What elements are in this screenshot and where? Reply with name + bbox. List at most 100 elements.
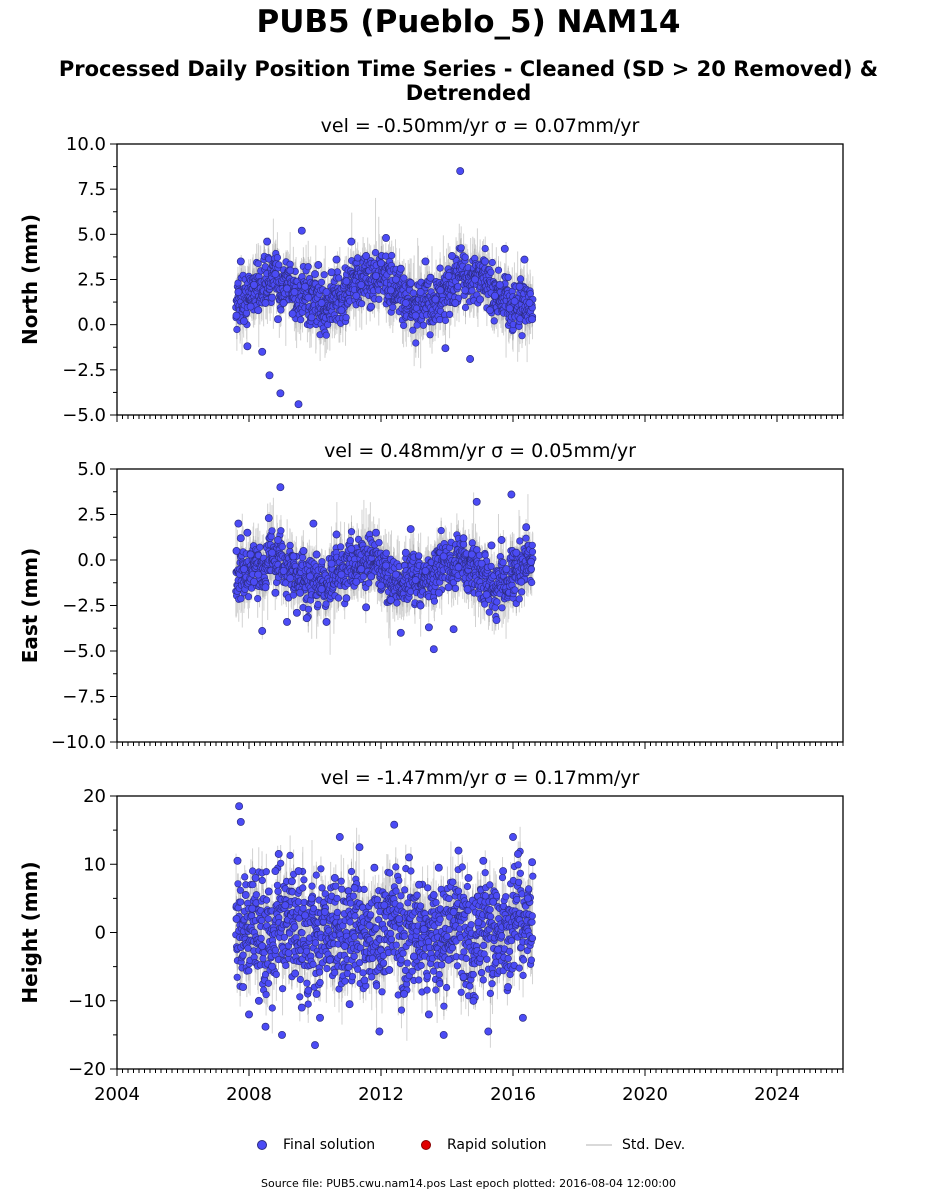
data-point — [317, 299, 326, 307]
data-point — [286, 851, 294, 860]
y-ticks-east — [110, 468, 117, 743]
data-point — [417, 961, 425, 970]
data-point — [360, 976, 369, 985]
data-point — [527, 956, 536, 964]
data-point — [525, 885, 533, 893]
y-tick-label: 7.5 — [77, 179, 106, 200]
data-point — [476, 295, 484, 304]
data-point — [408, 967, 416, 975]
data-point — [294, 400, 303, 409]
data-point — [486, 989, 495, 998]
legend-item-final: Final solution — [257, 1137, 375, 1153]
data-point — [337, 306, 346, 315]
legend-item-sd: Std. Dev. — [586, 1137, 685, 1153]
data-point — [498, 932, 506, 940]
data-point — [286, 541, 294, 550]
data-point — [316, 978, 324, 987]
data-point — [522, 523, 531, 532]
data-point — [410, 952, 418, 961]
legend-item-rapid: Rapid solution — [421, 1137, 547, 1153]
final-cloud-north — [232, 244, 537, 347]
data-point — [469, 996, 478, 1005]
data-point — [400, 274, 408, 282]
data-point — [489, 897, 498, 906]
data-point — [528, 541, 536, 549]
data-point — [439, 1030, 448, 1039]
data-point — [257, 934, 265, 943]
data-point — [264, 915, 272, 923]
data-point — [279, 566, 288, 575]
data-point — [396, 264, 405, 273]
data-point — [268, 548, 277, 557]
data-point — [241, 873, 249, 881]
source-footer: Source file: PUB5.cwu.nam14.pos Last epo… — [261, 1177, 676, 1190]
data-point — [421, 566, 430, 575]
data-point — [444, 271, 453, 280]
legend-label-sd: Std. Dev. — [622, 1137, 686, 1153]
data-point — [461, 286, 470, 295]
data-point — [262, 868, 270, 876]
y-tick-label: −5.0 — [62, 641, 106, 662]
data-point — [350, 952, 358, 960]
data-point — [301, 282, 310, 291]
data-point — [426, 273, 435, 282]
data-point — [365, 921, 374, 930]
data-point — [286, 260, 294, 268]
data-point — [504, 954, 512, 963]
data-point — [412, 339, 420, 347]
data-point — [416, 288, 425, 297]
data-point — [286, 266, 295, 275]
data-point — [245, 967, 253, 975]
data-point — [445, 894, 453, 903]
data-point — [393, 599, 401, 607]
data-point — [287, 877, 296, 886]
data-point — [494, 266, 503, 274]
data-point — [259, 954, 267, 963]
data-point — [401, 886, 409, 894]
data-point — [240, 317, 248, 326]
data-point — [271, 588, 280, 597]
data-point — [239, 951, 247, 959]
data-point — [510, 297, 519, 306]
data-point — [325, 955, 334, 964]
data-point — [391, 275, 400, 284]
data-point — [492, 616, 501, 625]
data-point — [337, 570, 346, 579]
data-point — [299, 546, 308, 555]
data-point — [341, 977, 349, 985]
data-point — [271, 270, 280, 279]
data-point — [297, 316, 305, 324]
page-subtitle: Processed Daily Position Time Series - C… — [58, 57, 879, 105]
data-point — [312, 989, 321, 998]
data-point — [322, 288, 331, 297]
data-point — [308, 882, 316, 890]
y-tick-label: 2.5 — [77, 505, 106, 526]
final-solution-height — [232, 802, 537, 1050]
data-point — [279, 299, 288, 307]
data-point — [400, 321, 408, 330]
data-point — [454, 846, 463, 855]
data-point — [487, 912, 495, 921]
data-point — [498, 873, 507, 882]
data-point — [256, 543, 264, 551]
data-point — [385, 966, 394, 974]
data-point — [481, 869, 489, 877]
data-point — [400, 932, 409, 940]
data-point — [480, 941, 488, 950]
data-point — [516, 869, 525, 877]
plot-area-height — [232, 802, 537, 1050]
data-point — [312, 871, 320, 879]
data-point — [432, 986, 440, 994]
data-point — [232, 311, 241, 320]
data-point — [302, 614, 311, 623]
data-point — [487, 268, 495, 276]
data-point — [444, 583, 453, 592]
data-point — [431, 295, 440, 304]
data-point — [467, 550, 476, 559]
data-point — [345, 1000, 354, 1009]
data-point — [367, 911, 375, 919]
y-axis-label-east: East (mm) — [18, 548, 42, 664]
data-point — [497, 536, 506, 544]
data-point — [342, 594, 351, 603]
